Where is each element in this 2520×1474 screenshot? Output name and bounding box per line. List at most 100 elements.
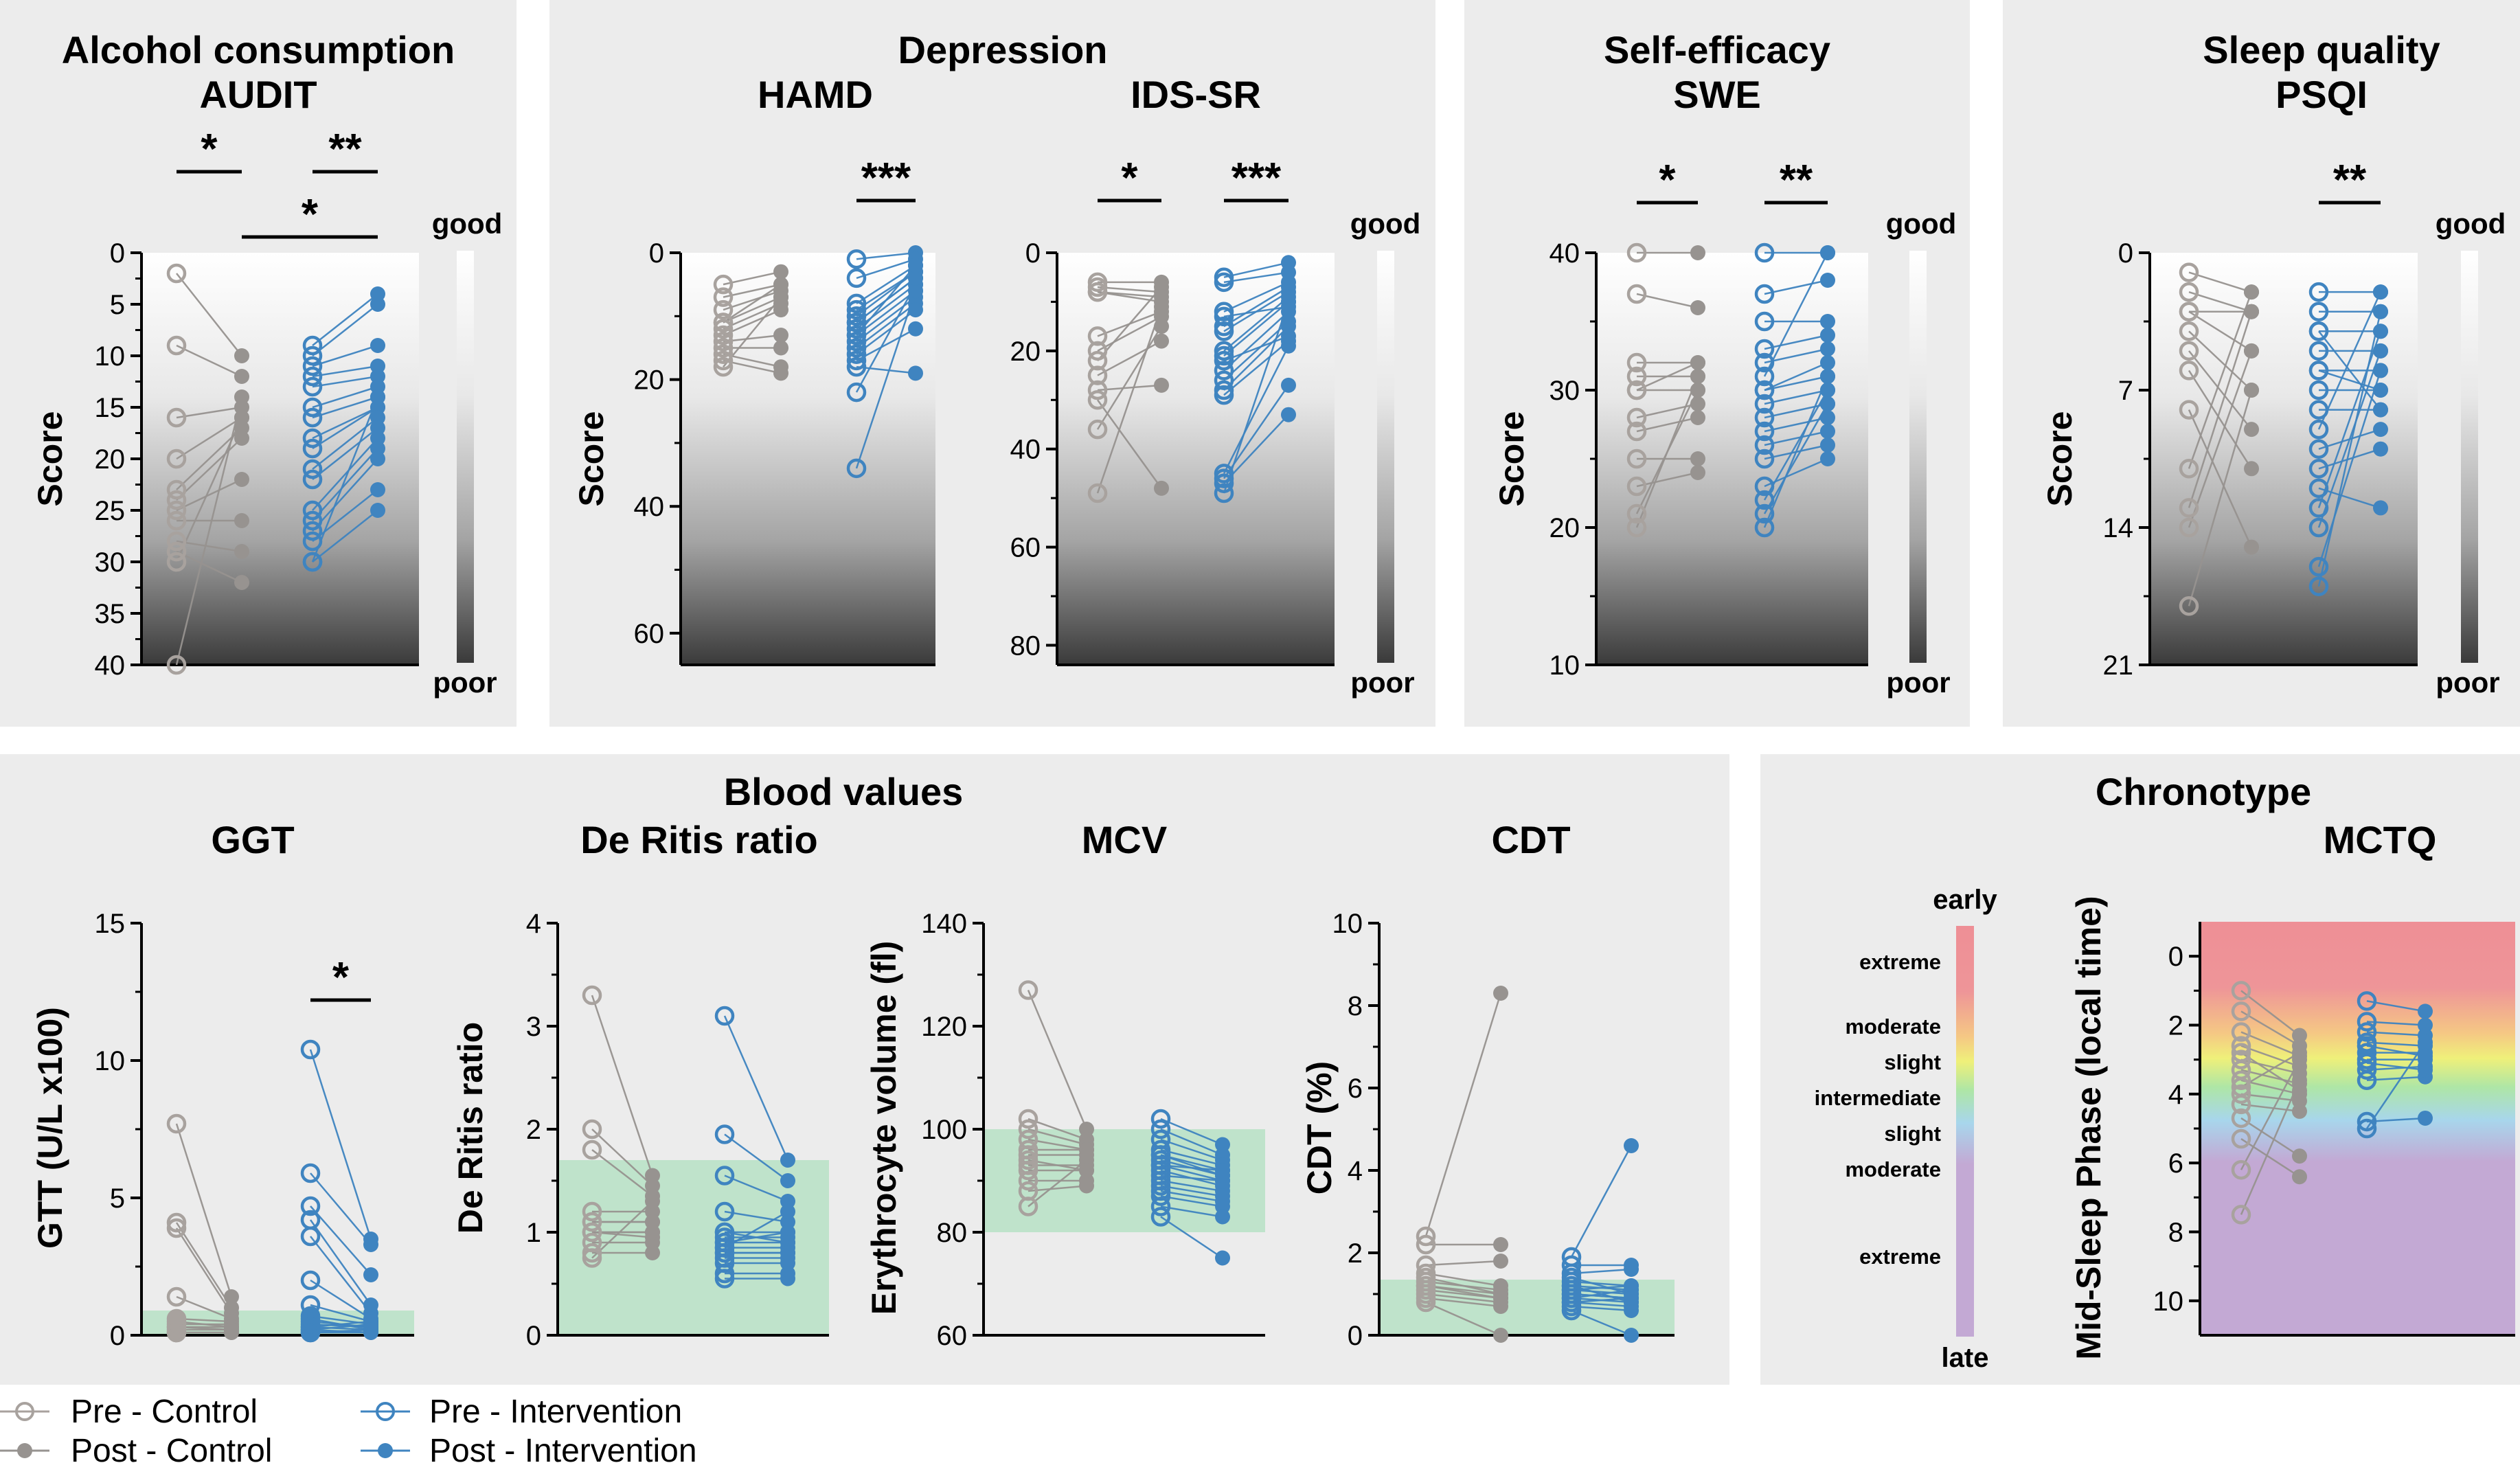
y-tick-label: 20	[95, 444, 126, 475]
intervention-pair-line	[1571, 1280, 1632, 1287]
control-pre-point	[166, 1311, 187, 1332]
control-post-point	[1690, 245, 1705, 260]
control-post-point	[2292, 1072, 2307, 1088]
intervention-pre-point	[1150, 1197, 1171, 1216]
control-pair-line	[2240, 1079, 2300, 1096]
intervention-pair-line	[724, 1133, 788, 1182]
y-tick-label: 0	[526, 1321, 541, 1351]
y-tick-label: 2	[1348, 1238, 1363, 1269]
intervention-pair-line	[2317, 311, 2382, 587]
intervention-post-point	[1820, 410, 1835, 425]
intervention-post-point	[1624, 1262, 1639, 1277]
control-post-point	[773, 264, 788, 280]
intervention-pair-line	[1570, 1145, 1633, 1258]
intervention-pair-line	[1764, 416, 1828, 433]
intervention-pre-point	[1754, 407, 1775, 428]
significance-label: *	[1659, 157, 1676, 204]
intervention-pair-line	[1764, 334, 1828, 350]
intervention-pair-line	[309, 1219, 372, 1306]
intervention-pair-line	[1764, 389, 1828, 405]
control-pre-point	[1087, 483, 1108, 503]
control-pre-point	[166, 1317, 187, 1337]
intervention-pre-point	[846, 313, 867, 332]
y-tick-label: 40	[95, 650, 126, 681]
title-selfefficacy: Self-efficacy	[1604, 28, 1830, 71]
control-pre-point	[1018, 1160, 1038, 1181]
intervention-pair-line	[724, 1231, 788, 1244]
intervention-post-point	[2373, 284, 2388, 300]
intervention-pair-line	[1223, 302, 1290, 494]
control-pre-point	[713, 356, 734, 377]
intervention-pre-point	[300, 1308, 321, 1329]
control-pre-point	[2231, 1036, 2251, 1056]
intervention-pair-line	[724, 1210, 788, 1223]
intervention-pre-point	[1754, 490, 1775, 510]
intervention-post-point	[370, 451, 385, 466]
intervention-post-point	[908, 302, 923, 318]
control-pair-line	[1425, 1284, 1501, 1300]
control-pre-point	[2231, 1001, 2251, 1021]
control-post-point	[2292, 1169, 2307, 1185]
control-pair-line	[175, 1227, 233, 1314]
control-pair-line	[1425, 1272, 1501, 1287]
intervention-pair-line	[1160, 1190, 1223, 1203]
y-axis-label: Score	[2041, 411, 2079, 507]
control-pair-line	[2240, 1045, 2300, 1067]
control-pair-line	[1424, 993, 1502, 1237]
intervention-pre-point	[2308, 282, 2329, 302]
intervention-pre-point	[2308, 498, 2329, 518]
gradient-scale-sleep: good poor	[2436, 207, 2506, 699]
y-axis-label: Erythrocyte volume (fl)	[865, 941, 903, 1315]
significance-label: **	[1780, 157, 1813, 204]
control-pair-line	[2188, 389, 2253, 606]
intervention-post-point	[1624, 1138, 1639, 1153]
intervention-pair-line	[2317, 370, 2382, 567]
intervention-pre-point	[714, 1006, 735, 1026]
poor-label: poor	[433, 666, 497, 699]
intervention-pre-point	[714, 1124, 735, 1144]
control-pair-line	[723, 308, 782, 337]
control-pre-point	[713, 338, 734, 358]
control-post-point	[1154, 333, 1169, 349]
y-tick-label: 14	[2103, 513, 2134, 543]
control-post-point	[1493, 1328, 1508, 1343]
control-pre-point	[2179, 282, 2199, 302]
control-post-point	[1154, 319, 1169, 335]
intervention-pre-point	[846, 293, 867, 314]
intervention-pre-point	[302, 428, 323, 449]
control-pair-line	[2240, 1138, 2300, 1178]
intervention-post-point	[2418, 1034, 2433, 1050]
control-pre-point	[2179, 341, 2199, 361]
intervention-post-point	[908, 365, 923, 381]
y-axis-label: Score	[31, 411, 69, 507]
intervention-pre-point	[1214, 306, 1234, 327]
control-pre-point	[2179, 498, 2199, 518]
intervention-pre-point	[1150, 1145, 1171, 1165]
intervention-post-point	[2373, 383, 2388, 398]
control-pre-point	[2179, 400, 2199, 420]
intervention-pair-line	[2318, 330, 2381, 411]
control-pre-point	[1018, 1119, 1038, 1139]
intervention-pre-point	[2308, 517, 2329, 538]
intervention-pair-line	[1571, 1293, 1632, 1300]
intervention-pair-line	[1160, 1205, 1223, 1218]
control-post-point	[773, 302, 788, 318]
control-pre-point	[1087, 419, 1108, 440]
control-post-point	[1690, 410, 1705, 425]
control-pair-line	[1027, 990, 1088, 1130]
intervention-post-point	[1820, 438, 1835, 453]
control-pre-point	[2179, 459, 2199, 479]
intervention-pre-point	[2357, 1111, 2377, 1132]
control-post-point	[2244, 343, 2259, 359]
control-pre-point	[713, 325, 734, 345]
y-tick-label: 15	[95, 393, 126, 423]
control-post-point	[234, 513, 249, 528]
control-pair-line	[2240, 1052, 2300, 1088]
gradient-scale-depression: good poor	[1350, 207, 1421, 699]
control-pair-line	[2240, 1117, 2300, 1157]
control-pre-point	[582, 1222, 602, 1243]
control-pair-line	[1028, 1118, 1087, 1141]
control-post-point	[234, 575, 249, 590]
control-pair-line	[1425, 1293, 1501, 1304]
control-pre-point	[166, 1322, 187, 1343]
